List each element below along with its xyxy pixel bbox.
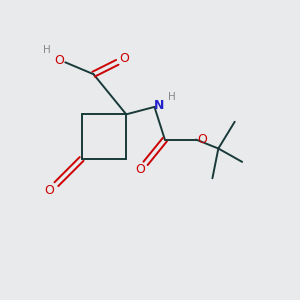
Text: O: O <box>54 54 64 67</box>
Text: H: H <box>43 45 51 55</box>
Text: H: H <box>168 92 176 101</box>
Text: O: O <box>135 164 145 176</box>
Text: N: N <box>154 99 164 112</box>
Text: O: O <box>44 184 54 196</box>
Text: O: O <box>198 133 208 146</box>
Text: O: O <box>119 52 129 65</box>
